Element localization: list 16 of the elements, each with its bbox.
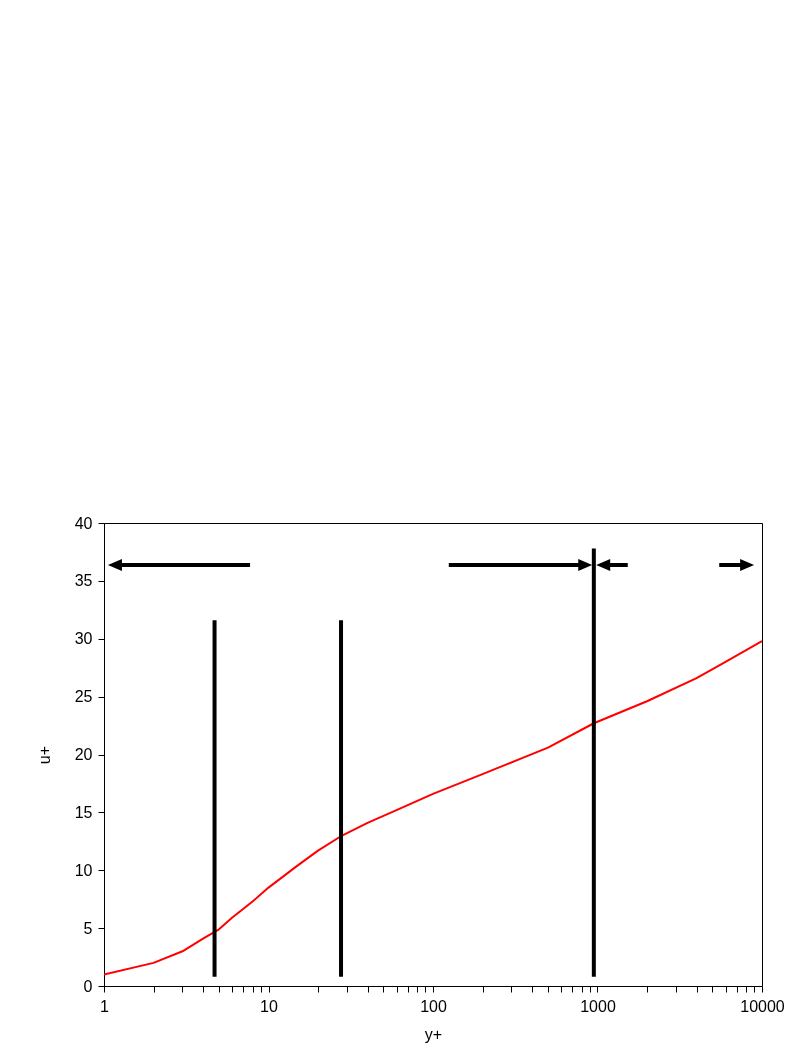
y-tick-label: 30 [74, 630, 93, 648]
y-axis-title: u+ [35, 745, 53, 765]
y-tick-label: 10 [74, 861, 93, 879]
x-tick-label: 10 [260, 997, 278, 1015]
y-tick-label: 5 [83, 919, 93, 937]
y-tick-label: 25 [74, 688, 93, 706]
x-tick-label: 100 [420, 997, 447, 1015]
y-tick-label: 15 [74, 803, 93, 821]
x-axis-title: y+ [424, 1025, 443, 1043]
y-tick-label: 35 [74, 572, 93, 590]
y-tick-label: 40 [74, 514, 93, 532]
x-tick-label: 10000 [740, 997, 785, 1015]
y-tick-label: 0 [83, 977, 93, 995]
x-tick-label: 1 [100, 997, 110, 1015]
y-tick-label: 20 [74, 746, 93, 763]
x-tick-label: 1000 [580, 997, 616, 1015]
